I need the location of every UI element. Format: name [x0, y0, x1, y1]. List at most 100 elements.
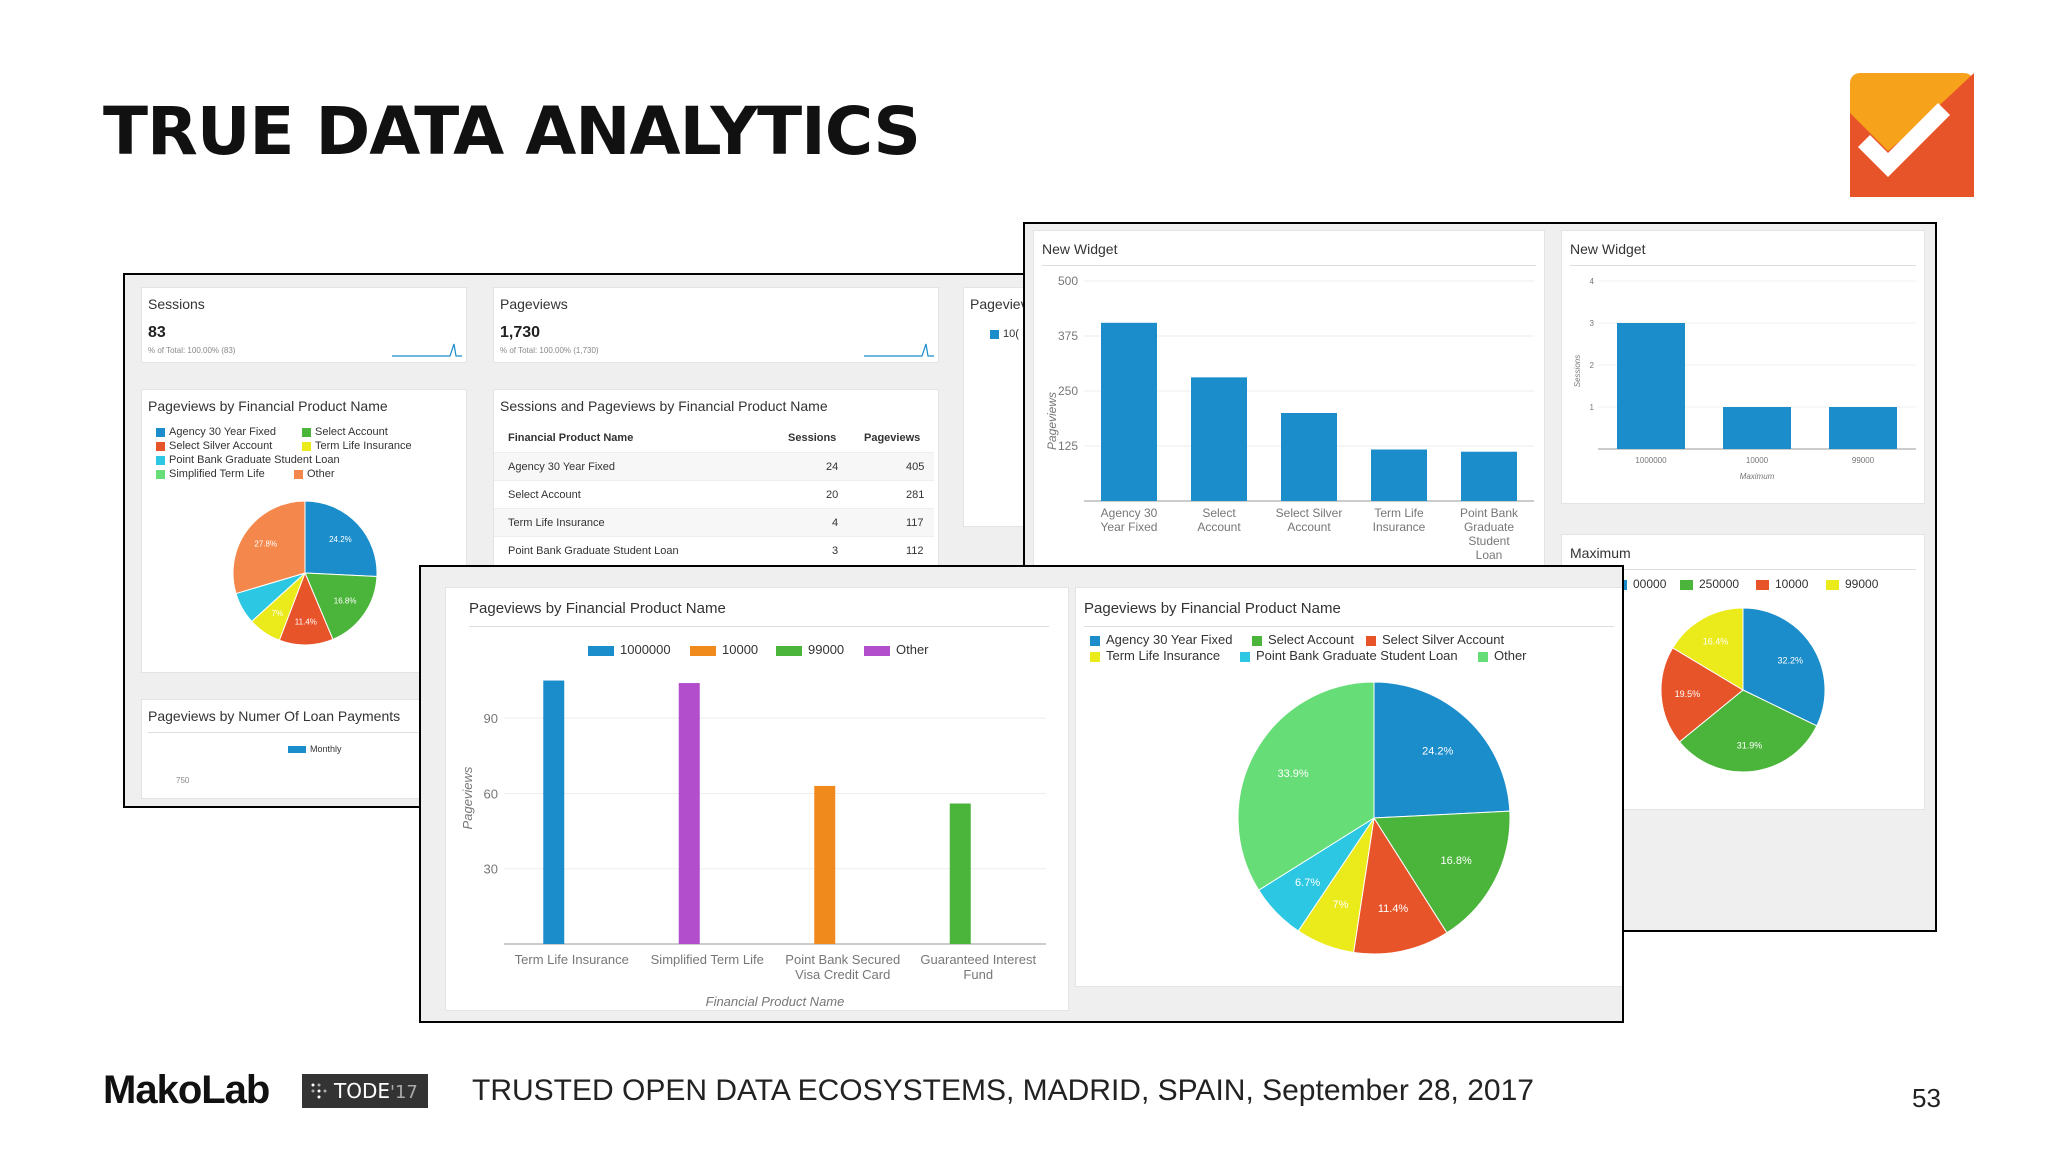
front-pie-title: Pageviews by Financial Product Name: [1084, 600, 1341, 617]
tode-dots-icon: [311, 1083, 327, 1099]
x-tick-label: Point Bank: [1460, 506, 1519, 520]
pie-slice-label: 7%: [272, 609, 284, 618]
small-pie-title: Pageviews by Financial Product Name: [148, 398, 388, 414]
x-tick-label: Loan: [1476, 548, 1503, 562]
new-widget-bar-card[interactable]: New Widget 125 250 375 500 Pageviews Agency 3…: [1033, 230, 1545, 570]
x-tick-label: Student: [1468, 534, 1510, 548]
pie-slice-label: 27.8%: [254, 539, 277, 548]
legend-agency-30: Agency 30 Year Fixed: [156, 426, 276, 438]
front-bar-legend-other: Other: [864, 642, 929, 657]
pageviews-card[interactable]: Pageviews 1,730 % of Total: 100.00% (1,7…: [493, 287, 939, 363]
sessions-card[interactable]: Sessions 83 % of Total: 100.00% (83): [141, 287, 467, 363]
footer-badge: TODE'17: [302, 1074, 428, 1108]
bar[interactable]: [1461, 451, 1517, 501]
pie-slice-label: 32.2%: [1778, 655, 1804, 665]
pie-slice-label: 19.5%: [1675, 689, 1701, 699]
pie-slice-label: 16.8%: [1441, 855, 1472, 867]
pageviews-value: 1,730: [500, 324, 541, 341]
pie-slice[interactable]: [304, 572, 378, 641]
pie-slice-label: 6.7%: [1295, 877, 1320, 889]
pie-slice[interactable]: [232, 500, 306, 595]
pie-slice-label: 31.9%: [1737, 740, 1763, 750]
pageviews-sparkline: [864, 343, 934, 357]
pie-slice[interactable]: [1373, 810, 1511, 934]
table-row[interactable]: Agency 30 Year Fixed 24 405: [494, 452, 934, 480]
sessions-sub: % of Total: 100.00% (83): [148, 346, 236, 355]
y-tick-label: 30: [484, 862, 498, 877]
table-row[interactable]: Term Life Insurance 4 117: [494, 508, 934, 536]
x-tick-label: Guaranteed Interest: [920, 952, 1036, 967]
sessions-value: 83: [148, 324, 166, 341]
small-pie-card[interactable]: Pageviews by Financial Product Name Agen…: [141, 389, 467, 673]
new-widget-sessions-card[interactable]: New Widget 4 3 2 1 Sessions 1000000 10000 99000…: [1561, 230, 1925, 504]
widget2-title: New Widget: [1570, 241, 1646, 257]
bar[interactable]: [1723, 407, 1791, 449]
pie-slice-label: 24.2%: [1422, 746, 1453, 758]
sessions-table: Financial Product Name Sessions Pageview…: [494, 424, 938, 588]
pie-slice[interactable]: [1671, 607, 1744, 691]
pageviews-title: Pageviews: [500, 296, 568, 312]
table-row[interactable]: Select Account 20 281: [494, 480, 934, 508]
x-tick-label: Point Bank Secured: [785, 952, 900, 967]
x-tick-label: Agency 30: [1101, 506, 1158, 520]
legend-select-silver: Select Silver Account: [156, 440, 272, 452]
x-tick-label: Visa Credit Card: [795, 967, 890, 982]
widget2-bar-chart: 4 3 2 1 Sessions 1000000 10000 99000 Maximum: [1573, 277, 1916, 481]
table-row[interactable]: Point Bank Graduate Student Loan 3 112: [494, 536, 934, 564]
pageviews-partial-title: Pageviev: [970, 296, 1028, 312]
front-dashboard: Pageviews by Financial Product Name 1000…: [419, 565, 1624, 1023]
pie-slice[interactable]: [304, 500, 378, 578]
sessions-table-card[interactable]: Sessions and Pageviews by Financial Prod…: [493, 389, 939, 589]
pie-slice-label: 24.2%: [329, 535, 352, 544]
col-header-name: Financial Product Name: [508, 432, 634, 444]
bar[interactable]: [1101, 322, 1157, 501]
pageviews-partial-legend: 10(: [990, 328, 1019, 340]
front-pie-legend-term: Term Life Insurance: [1090, 648, 1220, 663]
small-pie-chart: 24.2% 16.8% 11.4% 7% 27.8%: [232, 500, 378, 646]
loan-payments-card[interactable]: Pageviews by Numer Of Loan Payments Mont…: [141, 699, 467, 799]
front-pie-card[interactable]: Pageviews by Financial Product Name Agen…: [1075, 587, 1622, 987]
bar[interactable]: [1617, 323, 1685, 449]
y-tick-label: 60: [484, 786, 498, 801]
pie-slice-label: 7%: [1333, 899, 1349, 911]
pie-slice[interactable]: [1742, 607, 1826, 727]
maximum-pie-chart: 32.2% 31.9% 19.5% 16.4%: [1660, 607, 1826, 773]
pie-slice[interactable]: [1678, 689, 1818, 773]
front-pie-legend-silver: Select Silver Account: [1366, 632, 1504, 647]
front-bar-legend-99000: 99000: [776, 642, 844, 657]
pie-slice-label: 11.4%: [1378, 903, 1409, 915]
y-axis-label: Pageviews: [1045, 392, 1059, 450]
y-tick-label: 375: [1058, 329, 1078, 343]
x-tick-label: Term Life Insurance: [515, 952, 629, 967]
pie-slice[interactable]: [1352, 816, 1448, 955]
sessions-title: Sessions: [148, 296, 205, 312]
bar[interactable]: [1371, 449, 1427, 501]
pageviews-partial-card[interactable]: Pageviev 10(: [963, 287, 1031, 527]
table-title: Sessions and Pageviews by Financial Prod…: [500, 398, 828, 414]
widget1-title: New Widget: [1042, 241, 1118, 257]
pie-slice[interactable]: [1237, 681, 1375, 891]
pie-slice[interactable]: [1660, 647, 1744, 743]
pie-slice[interactable]: [1373, 681, 1511, 819]
bar[interactable]: [949, 803, 971, 944]
analytics-logo-icon: [1850, 73, 1974, 197]
bar[interactable]: [543, 680, 565, 944]
table-header-row: Financial Product Name Sessions Pageview…: [494, 424, 934, 452]
bar[interactable]: [678, 683, 700, 944]
y-tick-label: 3: [1590, 319, 1595, 328]
maximum-pie-card[interactable]: Maximum 00000 250000 10000 99000 32.2% 31…: [1561, 534, 1925, 810]
front-pie-legend-select: Select Account: [1252, 632, 1354, 647]
y-axis-label: Pageviews: [460, 766, 475, 829]
front-bar-card[interactable]: Pageviews by Financial Product Name 1000…: [445, 587, 1069, 1011]
x-tick-label: 99000: [1852, 456, 1875, 465]
maximum-legend-10000: 10000: [1756, 577, 1808, 591]
y-tick-label: 1: [1590, 403, 1595, 412]
x-tick-label: Select: [1202, 506, 1236, 520]
loan-payments-title: Pageviews by Numer Of Loan Payments: [148, 708, 401, 724]
bar[interactable]: [1191, 377, 1247, 501]
bar[interactable]: [814, 785, 836, 944]
bar[interactable]: [1829, 407, 1897, 449]
bar[interactable]: [1281, 413, 1337, 501]
front-bar-title: Pageviews by Financial Product Name: [469, 600, 726, 617]
